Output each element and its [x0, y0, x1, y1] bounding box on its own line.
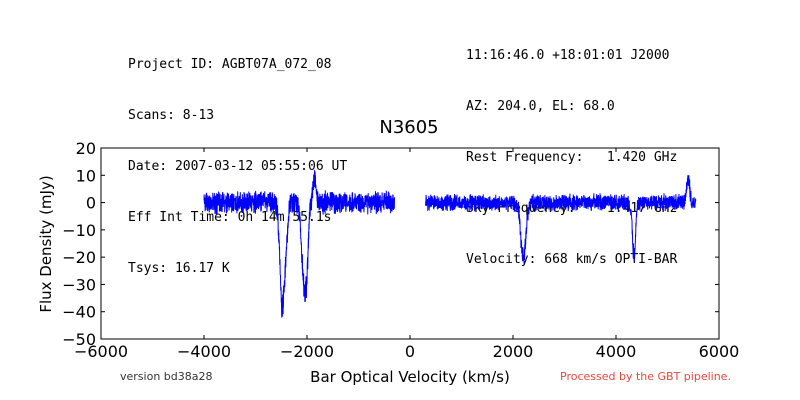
header-scans: Scans: 8-13 — [128, 108, 215, 123]
y-tick-label: −40 — [62, 303, 96, 322]
header-date: Date: 2007-03-12 05:55:06 UT — [128, 159, 348, 174]
header-project-id: Project ID: AGBT07A_072_08 — [128, 57, 332, 72]
y-axis-label: Flux Density (mJy) — [37, 175, 55, 312]
spectrum-series — [203, 170, 697, 318]
x-axis: −6000 −4000 −2000 0 2000 4000 6000 — [74, 148, 739, 361]
header-rest-frequency: Rest Frequency: 1.420 GHz — [466, 150, 678, 165]
y-axis: −50 −40 −30 −20 −10 0 10 20 — [62, 139, 719, 349]
x-tick-label: 4000 — [596, 342, 637, 361]
y-tick-label: 10 — [76, 166, 96, 185]
header-left-block: Project ID: AGBT07A_072_08 Scans: 8-13 D… — [128, 22, 347, 294]
header-coordinates: 11:16:46.0 +18:01:01 J2000 — [466, 48, 670, 63]
x-tick-label: −4000 — [177, 342, 231, 361]
y-tick-label: −30 — [62, 275, 96, 294]
y-tick-label: 20 — [76, 139, 96, 158]
header-eff-int-time: Eff Int Time: 0h 14m 55.1s — [128, 210, 332, 225]
y-tick-label: 0 — [86, 194, 96, 213]
footer-processed: Processed by the GBT pipeline. — [560, 370, 731, 383]
x-axis-label: Bar Optical Velocity (km/s) — [310, 368, 510, 386]
y-tick-label: −10 — [62, 221, 96, 240]
header-tsys: Tsys: 16.17 K — [128, 261, 230, 276]
x-tick-label: 6000 — [699, 342, 740, 361]
x-tick-label: 2000 — [493, 342, 534, 361]
header-velocity: Velocity: 668 km/s OPTI-BAR — [466, 252, 678, 267]
spectrum-segment — [203, 170, 395, 318]
header-az-el: AZ: 204.0, EL: 68.0 — [466, 99, 615, 114]
spectrum-segment — [424, 175, 697, 264]
x-tick-label: −2000 — [280, 342, 334, 361]
footer-version: version bd38a28 — [120, 370, 213, 383]
plot-area — [100, 147, 720, 340]
x-tick-label: 0 — [405, 342, 415, 361]
y-tick-label: −20 — [62, 248, 96, 267]
x-tick-label: −6000 — [74, 342, 128, 361]
y-tick-label: −50 — [62, 330, 96, 349]
chart-title: N3605 — [379, 117, 438, 138]
